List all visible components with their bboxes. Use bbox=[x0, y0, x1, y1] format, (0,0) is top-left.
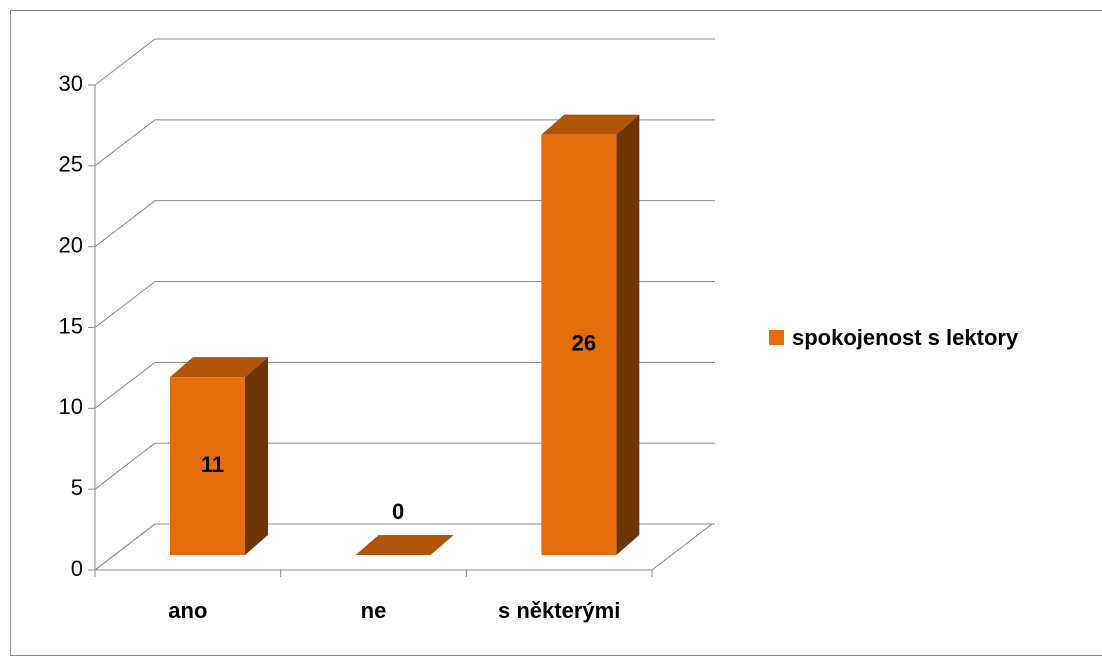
bar-top bbox=[356, 535, 454, 555]
bar-side bbox=[616, 115, 639, 555]
bar-side bbox=[245, 357, 268, 555]
y-tick-label: 10 bbox=[59, 394, 83, 419]
y-tick-label: 15 bbox=[59, 313, 83, 338]
x-tick-label: ne bbox=[361, 598, 387, 623]
data-label: 0 bbox=[392, 499, 404, 524]
x-tick-label: s některými bbox=[498, 598, 620, 623]
data-label: 11 bbox=[201, 452, 224, 477]
y-tick-label: 20 bbox=[59, 232, 83, 257]
y-tick-label: 30 bbox=[59, 71, 83, 96]
y-tick-label: 25 bbox=[59, 152, 83, 177]
y-tick-label: 5 bbox=[71, 475, 83, 500]
x-tick-label: ano bbox=[168, 598, 207, 623]
data-label: 26 bbox=[572, 331, 596, 356]
grid-line bbox=[95, 39, 715, 85]
legend-label: spokojenost s lektory bbox=[792, 325, 1019, 350]
y-tick-label: 0 bbox=[71, 556, 83, 581]
legend-swatch bbox=[769, 330, 784, 345]
